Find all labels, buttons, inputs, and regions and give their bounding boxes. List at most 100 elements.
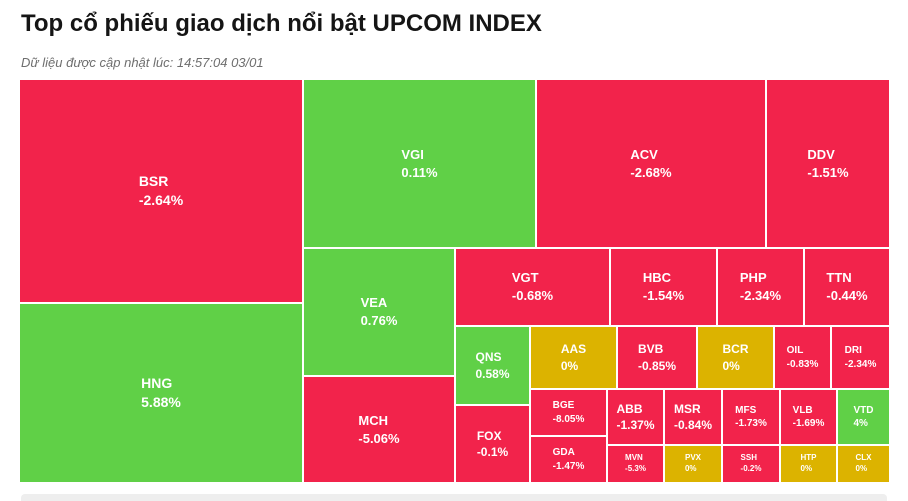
treemap-tile-bcr[interactable]: BCR 0% [697, 326, 774, 389]
tile-label: BCR 0% [723, 341, 749, 373]
ticker-label: VGT [511, 270, 539, 286]
ticker-label: DRI [844, 345, 862, 356]
treemap-tile-htp[interactable]: HTP 0% [780, 445, 837, 483]
ticker-label: GDA [552, 447, 575, 458]
ticker-label: TTN [826, 270, 852, 286]
change-percent-label: -0.85% [637, 358, 677, 373]
ticker-label: VTD [853, 404, 874, 416]
ticker-label: AAS [560, 342, 587, 357]
treemap-tile-fox[interactable]: FOX -0.1% [455, 405, 530, 483]
tile-label: PHP -2.34% [740, 269, 781, 304]
change-percent-label: -2.64% [138, 192, 184, 208]
treemap-tile-mvn[interactable]: MVN -5.3% [607, 445, 664, 483]
ticker-label: FOX [476, 428, 502, 443]
treemap-tile-ssh[interactable]: SSH -0.2% [722, 445, 780, 483]
treemap-tile-bsr[interactable]: BSR -2.64% [19, 79, 303, 303]
treemap-tile-mfs[interactable]: MFS -1.73% [722, 389, 780, 445]
change-percent-label: -8.05% [552, 413, 585, 425]
treemap-tile-bvb[interactable]: BVB -0.85% [617, 326, 697, 389]
change-percent-label: -1.37% [616, 418, 655, 432]
change-percent-label: 4% [853, 418, 868, 429]
ticker-label: VEA [360, 295, 388, 311]
tile-label: DDV -1.51% [807, 146, 848, 181]
treemap-tile-hbc[interactable]: HBC -1.54% [610, 248, 717, 326]
treemap-tile-msr[interactable]: MSR -0.84% [664, 389, 722, 445]
change-percent-label: 5.88% [141, 394, 181, 410]
treemap-tile-oil[interactable]: OIL -0.83% [774, 326, 831, 389]
treemap-tile-abb[interactable]: ABB -1.37% [607, 389, 664, 445]
ticker-label: OIL [786, 345, 804, 356]
ticker-label: SSH [740, 453, 757, 463]
change-percent-label: -0.1% [476, 445, 509, 459]
treemap-tile-bge[interactable]: BGE -8.05% [530, 389, 607, 436]
change-percent-label: 0.58% [475, 366, 510, 381]
change-percent-label: -5.3% [625, 464, 646, 473]
treemap-tile-aas[interactable]: AAS 0% [530, 326, 617, 389]
change-percent-label: -2.34% [739, 288, 782, 303]
change-percent-label: 0% [684, 464, 697, 473]
change-percent-label: -0.68% [511, 288, 554, 303]
treemap-tile-pvx[interactable]: PVX 0% [664, 445, 722, 483]
treemap-tile-gda[interactable]: GDA -1.47% [530, 436, 607, 483]
ticker-label: MVN [625, 453, 643, 463]
change-percent-label: 0% [855, 464, 868, 473]
ticker-label: PHP [739, 270, 767, 286]
treemap-tile-vgt[interactable]: VGT -0.68% [455, 248, 610, 326]
ticker-label: MCH [358, 412, 388, 428]
treemap-chart: BSR -2.64% HNG 5.88% VGI 0.11% VEA 0.76% MCH -5.0… [19, 79, 890, 483]
tile-label: ACV -2.68% [630, 146, 671, 181]
treemap-tile-vlb[interactable]: VLB -1.69% [780, 389, 837, 445]
bottom-panel-edge [21, 494, 887, 501]
change-percent-label: 0% [722, 358, 740, 373]
ticker-label: BVB [637, 342, 664, 357]
ticker-label: MSR [673, 401, 701, 416]
page-title: Top cổ phiếu giao dịch nổi bật UPCOM IND… [21, 10, 542, 37]
tile-label: MCH -5.06% [358, 412, 399, 447]
tile-label: MFS -1.73% [735, 404, 767, 431]
ticker-label: BSR [138, 173, 169, 190]
treemap-tile-qns[interactable]: QNS 0.58% [455, 326, 530, 405]
ticker-label: ABB [616, 401, 643, 416]
tile-label: SSH -0.2% [741, 453, 762, 475]
ticker-label: ACV [630, 146, 658, 162]
treemap-tile-mch[interactable]: MCH -5.06% [303, 376, 455, 483]
change-percent-label: -1.47% [552, 460, 585, 472]
treemap-tile-vea[interactable]: VEA 0.76% [303, 248, 455, 376]
ticker-label: PVX [684, 453, 701, 463]
ticker-label: BGE [552, 400, 575, 411]
change-percent-label: 0% [800, 464, 813, 473]
change-percent-label: -1.51% [807, 164, 849, 180]
tile-label: HTP 0% [801, 453, 817, 475]
tile-label: FOX -0.1% [477, 428, 508, 460]
change-percent-label: -2.34% [844, 358, 877, 370]
tile-label: QNS 0.58% [475, 349, 509, 381]
ticker-label: CLX [855, 453, 872, 463]
treemap-tile-vtd[interactable]: VTD 4% [837, 389, 890, 445]
tile-label: CLX 0% [856, 453, 872, 475]
tile-label: GDA -1.47% [553, 446, 585, 473]
change-percent-label: -0.2% [740, 464, 762, 473]
tile-label: HNG 5.88% [141, 374, 181, 412]
change-percent-label: 0.11% [401, 164, 438, 180]
tile-label: VGI 0.11% [401, 146, 437, 181]
treemap-tile-php[interactable]: PHP -2.34% [717, 248, 804, 326]
treemap-tile-clx[interactable]: CLX 0% [837, 445, 890, 483]
tile-label: DRI -2.34% [845, 344, 877, 371]
update-timestamp: Dữ liệu được cập nhật lúc: 14:57:04 03/0… [21, 55, 264, 70]
tile-label: VLB -1.69% [793, 404, 825, 431]
treemap-tile-dri[interactable]: DRI -2.34% [831, 326, 890, 389]
tile-label: VGT -0.68% [512, 269, 553, 304]
treemap-tile-vgi[interactable]: VGI 0.11% [303, 79, 536, 248]
treemap-tile-ttn[interactable]: TTN -0.44% [804, 248, 890, 326]
tile-label: HBC -1.54% [643, 269, 684, 304]
ticker-label: BCR [722, 342, 749, 357]
change-percent-label: -0.44% [826, 288, 868, 303]
tile-label: PVX 0% [685, 453, 701, 475]
treemap-tile-hng[interactable]: HNG 5.88% [19, 303, 303, 483]
ticker-label: VLB [792, 404, 813, 416]
treemap-tile-acv[interactable]: ACV -2.68% [536, 79, 766, 248]
ticker-label: MFS [735, 404, 757, 416]
treemap-tile-ddv[interactable]: DDV -1.51% [766, 79, 890, 248]
change-percent-label: -1.73% [735, 418, 767, 429]
ticker-label: HNG [141, 375, 173, 392]
